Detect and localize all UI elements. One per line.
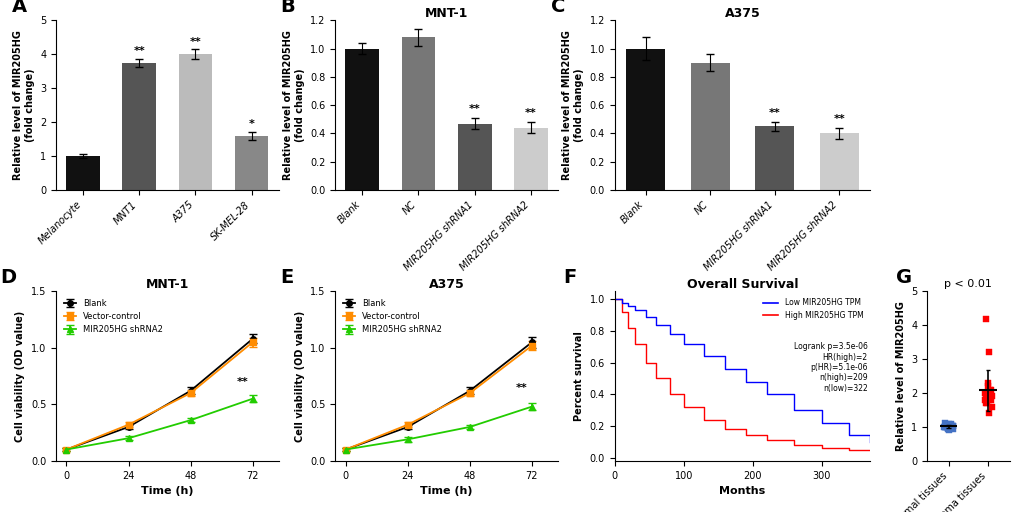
Point [981, 386, 998, 394]
Point [938, 422, 955, 430]
Point [943, 421, 959, 430]
Title: A375: A375 [428, 279, 464, 291]
Text: G: G [895, 268, 911, 287]
Point [935, 423, 952, 431]
Y-axis label: Percent survival: Percent survival [574, 331, 584, 421]
Text: **: ** [516, 383, 527, 393]
Text: **: ** [236, 377, 248, 388]
Point [978, 382, 995, 390]
X-axis label: Time (h): Time (h) [420, 486, 473, 496]
Y-axis label: Relative level of MIR205HG
(fold change): Relative level of MIR205HG (fold change) [561, 30, 584, 180]
Text: **: ** [833, 114, 844, 123]
Point [979, 396, 996, 404]
Point [937, 423, 954, 431]
Title: p < 0.01: p < 0.01 [944, 279, 991, 289]
Text: *: * [249, 119, 254, 129]
Bar [122, 63, 156, 190]
Point [981, 386, 998, 394]
Text: C: C [550, 0, 565, 16]
Point [976, 396, 993, 404]
Title: MNT-1: MNT-1 [425, 8, 468, 20]
Text: **: ** [469, 103, 480, 114]
Point [976, 399, 993, 408]
Title: A375: A375 [723, 8, 759, 20]
Point [983, 392, 1000, 400]
Point [942, 421, 958, 430]
Point [940, 424, 956, 432]
Point [935, 423, 952, 431]
Text: F: F [562, 268, 576, 287]
Y-axis label: Cell viability (OD value): Cell viability (OD value) [294, 310, 305, 442]
Text: B: B [279, 0, 294, 16]
Point [936, 422, 953, 431]
Point [983, 402, 1000, 411]
Title: Overall Survival: Overall Survival [686, 279, 798, 291]
Bar [66, 156, 100, 190]
Point [982, 396, 999, 404]
Bar [626, 49, 664, 190]
Bar [819, 134, 858, 190]
Point [980, 392, 997, 400]
Text: **: ** [190, 36, 201, 47]
Point [980, 409, 997, 417]
Point [940, 424, 956, 433]
Point [944, 421, 960, 430]
Point [979, 348, 996, 356]
Bar [234, 136, 268, 190]
Point [978, 392, 995, 400]
Bar [178, 54, 212, 190]
Point [942, 419, 958, 428]
Y-axis label: Relative level of MIR205HG
(fold change): Relative level of MIR205HG (fold change) [283, 30, 305, 180]
Bar [755, 126, 793, 190]
Y-axis label: Relative level of MIR205HG
(fold change): Relative level of MIR205HG (fold change) [13, 30, 35, 180]
Title: MNT-1: MNT-1 [146, 279, 189, 291]
X-axis label: Time (h): Time (h) [141, 486, 194, 496]
Legend: Blank, Vector-control, MIR205HG shRNA2: Blank, Vector-control, MIR205HG shRNA2 [339, 295, 445, 337]
Point [979, 379, 996, 387]
Text: **: ** [525, 108, 536, 118]
Point [945, 422, 961, 431]
Point [935, 419, 952, 427]
Point [977, 391, 994, 399]
Point [979, 389, 996, 397]
Point [940, 425, 956, 434]
Text: D: D [0, 268, 16, 287]
Legend: Low MIR205HG TPM, High MIR205HG TPM: Low MIR205HG TPM, High MIR205HG TPM [759, 295, 865, 323]
Y-axis label: Cell viability (OD value): Cell viability (OD value) [15, 310, 25, 442]
Point [979, 389, 996, 397]
Text: A: A [11, 0, 26, 16]
X-axis label: Months: Months [718, 486, 765, 496]
Text: E: E [279, 268, 292, 287]
Point [935, 423, 952, 431]
Point [975, 389, 991, 397]
Bar [345, 49, 379, 190]
Y-axis label: Relative level of MIR205HG: Relative level of MIR205HG [895, 301, 905, 451]
Bar [690, 63, 729, 190]
Text: Logrank p=3.5e-06
HR(high)=2
p(HR)=5.1e-06
n(high)=209
n(low)=322: Logrank p=3.5e-06 HR(high)=2 p(HR)=5.1e-… [793, 342, 867, 393]
Bar [458, 123, 491, 190]
Text: **: ** [768, 108, 780, 118]
Bar [401, 37, 435, 190]
Text: **: ** [133, 46, 145, 56]
Legend: Blank, Vector-control, MIR205HG shRNA2: Blank, Vector-control, MIR205HG shRNA2 [60, 295, 166, 337]
Point [940, 423, 956, 432]
Bar [514, 127, 547, 190]
Point [943, 424, 959, 432]
Point [940, 420, 956, 429]
Point [978, 399, 995, 408]
Point [944, 424, 960, 433]
Point [977, 314, 994, 323]
Point [937, 420, 954, 429]
